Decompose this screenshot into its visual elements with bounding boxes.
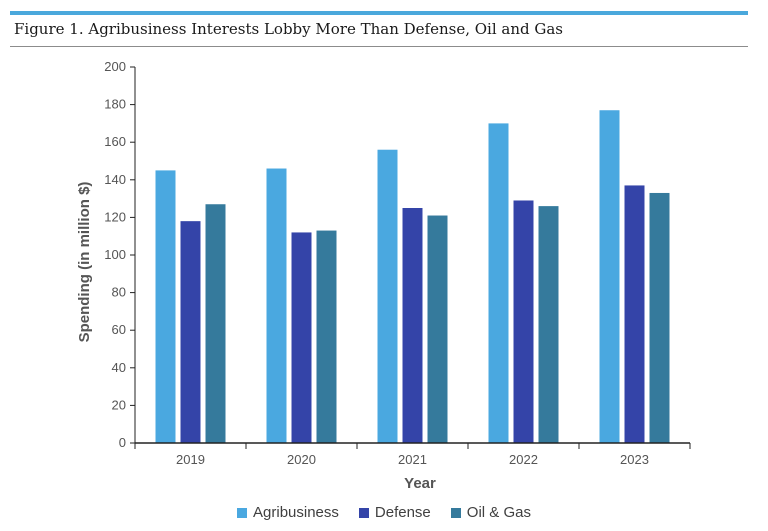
legend-item: Oil & Gas	[450, 504, 531, 521]
x-tick-label: 2020	[287, 452, 316, 467]
y-tick-label: 200	[104, 59, 126, 74]
y-tick-label: 160	[104, 134, 126, 149]
y-tick-label: 100	[104, 247, 126, 262]
bar-oil-gas-2021	[427, 215, 448, 443]
legend-item: Defense	[358, 504, 431, 521]
legend-label: Defense	[374, 504, 431, 521]
title-accent-bar	[10, 11, 748, 15]
bar-defense-2023	[624, 185, 645, 443]
y-tick-label: 180	[104, 97, 126, 112]
bars	[155, 110, 670, 444]
legend-label: Oil & Gas	[466, 504, 531, 521]
y-tick-label: 120	[104, 209, 126, 224]
title-divider	[10, 46, 748, 47]
bar-defense-2021	[402, 208, 423, 443]
legend-swatch	[237, 507, 248, 518]
bar-oil-gas-2020	[316, 230, 337, 443]
bar-agribusiness-2019	[155, 170, 176, 443]
y-tick-label: 60	[112, 322, 126, 337]
legend-item: Agribusiness	[237, 504, 339, 521]
legend-swatch	[450, 507, 461, 518]
x-tick-label: 2022	[509, 452, 538, 467]
x-tick-label: 2019	[176, 452, 205, 467]
bar-agribusiness-2023	[599, 110, 620, 444]
y-tick-label: 0	[119, 435, 126, 450]
bar-agribusiness-2021	[377, 149, 398, 443]
y-tick-label: 20	[112, 397, 126, 412]
bar-defense-2019	[180, 221, 201, 443]
x-axis-title: Year	[404, 475, 436, 492]
legend-swatch	[358, 507, 369, 518]
x-tick-label: 2023	[620, 452, 649, 467]
bar-agribusiness-2020	[266, 168, 287, 443]
bar-oil-gas-2023	[649, 192, 670, 443]
x-axis-ticks: 2019 2020 2021 2022 2023	[134, 443, 691, 467]
bar-agribusiness-2022	[488, 123, 509, 444]
bar-defense-2020	[291, 232, 312, 443]
x-tick-label: 2021	[398, 452, 427, 467]
bar-oil-gas-2019	[205, 204, 226, 443]
bar-defense-2022	[513, 200, 534, 443]
y-tick-label: 40	[112, 360, 126, 375]
chart-legend: Agribusiness Defense Oil & Gas	[0, 504, 768, 521]
figure-title: Figure 1. Agribusiness Interests Lobby M…	[14, 20, 563, 38]
legend-label: Agribusiness	[253, 504, 339, 521]
y-tick-label: 80	[112, 285, 126, 300]
y-tick-label: 140	[104, 172, 126, 187]
y-axis-ticks: 0 20 40 60 80 100 120 140 160 180 200	[104, 59, 136, 450]
bar-chart: 0 20 40 60 80 100 120 140 160 180 200 2019 2020 2021…	[76, 59, 691, 492]
bar-oil-gas-2022	[538, 206, 559, 443]
y-axis-title: Spending (in million $)	[76, 182, 93, 343]
